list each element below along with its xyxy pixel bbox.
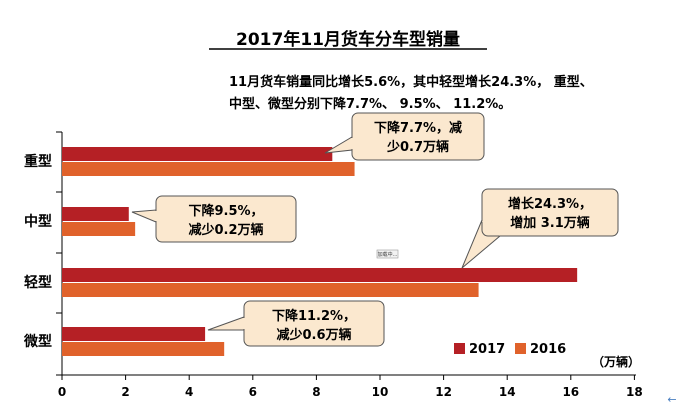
callout: 下降7.7%，减少0.7万辆 <box>324 112 485 161</box>
callout-pointer <box>131 209 157 223</box>
bar-2017-0 <box>62 147 333 161</box>
category-label: 中型 <box>24 213 52 230</box>
loading-widget-label: 加载中... <box>378 251 398 258</box>
category-label: 重型 <box>24 153 52 170</box>
loading-widget[interactable]: 加载中... <box>376 249 399 259</box>
bars-layer <box>62 147 578 356</box>
ticks-layer: 0 2 4 6 8 10 12 14 16 18 <box>56 131 643 399</box>
x-tick-label: 16 <box>562 385 579 399</box>
callout-line: 少0.7万辆 <box>386 139 449 155</box>
callout: 增长24.3%， 增加 3.1万辆 <box>461 188 619 269</box>
x-tick-label: 12 <box>435 385 452 399</box>
callout-line: 下降7.7%，减 <box>374 120 462 136</box>
callout-box <box>481 188 619 237</box>
loading-widget-box[interactable] <box>376 249 399 259</box>
callout-line: 减少0.6万辆 <box>276 327 351 343</box>
x-axis-unit: （万辆） <box>592 354 640 369</box>
x-tick-label: 6 <box>249 385 257 399</box>
callout-joint <box>481 220 502 236</box>
chart-title: 2017年11月货车分车型销量 <box>236 29 460 50</box>
x-tick-label: 2 <box>121 385 129 399</box>
bar-2016-1 <box>62 222 136 236</box>
x-tick-label: 8 <box>312 385 320 399</box>
callout-line: 减少0.2万辆 <box>188 222 263 238</box>
callout-box <box>351 112 485 161</box>
x-tick-label: 14 <box>499 385 516 399</box>
x-tick-label: 10 <box>372 385 389 399</box>
callout-line: 增长24.3%， <box>508 196 592 212</box>
legend-label-2017: 2017 <box>469 342 505 357</box>
callout-line: 下降9.5%， <box>188 203 263 219</box>
category-label: 轻型 <box>24 274 52 291</box>
category-label: 微型 <box>23 333 52 350</box>
bar-2017-3 <box>62 327 206 341</box>
bar-2017-1 <box>62 207 129 221</box>
x-tick-label: 0 <box>58 385 66 399</box>
legend-swatch-2016 <box>515 343 526 354</box>
chart-description-line-1: 11月货车销量同比增长5.6%，其中轻型增长24.3%， 重型、 <box>229 74 593 90</box>
legend-label-2016: 2016 <box>530 342 566 357</box>
legend: 2017 2016 <box>454 342 566 357</box>
callout: 下降11.2%， 减少0.6万辆 <box>207 300 385 347</box>
callout-line: 增加 3.1万辆 <box>510 215 590 231</box>
x-tick-label: 4 <box>185 385 193 399</box>
x-tick-label: 18 <box>626 385 643 399</box>
bar-2016-2 <box>62 283 479 297</box>
callout: 下降9.5%， 减少0.2万辆 <box>131 195 297 243</box>
chart-description-line-2: 中型、微型分别下降7.7%、 9.5%、 11.2%。 <box>229 96 511 112</box>
callout-pointer <box>324 136 353 154</box>
bar-2016-0 <box>62 162 355 176</box>
callout-pointer <box>207 316 245 331</box>
callout-line: 下降11.2%， <box>272 308 356 324</box>
legend-swatch-2017 <box>454 343 465 354</box>
bar-2017-2 <box>62 268 578 282</box>
bar-2016-3 <box>62 342 225 356</box>
back-arrow-icon[interactable]: ← <box>667 393 676 406</box>
